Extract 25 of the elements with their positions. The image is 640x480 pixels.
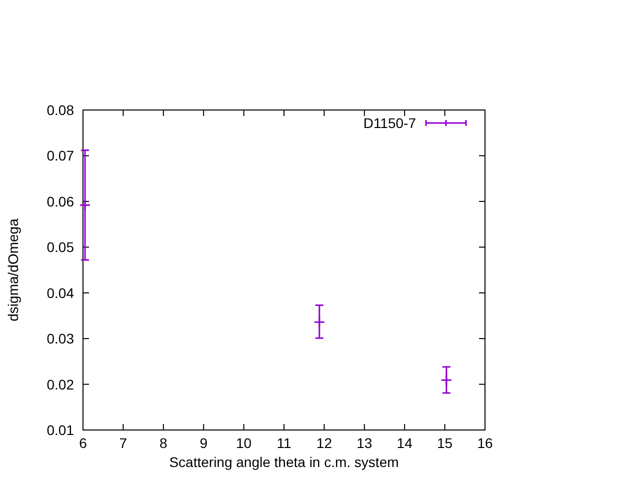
y-tick-label: 0.05 bbox=[46, 239, 74, 256]
x-tick-label: 9 bbox=[200, 435, 208, 451]
x-tick-label: 10 bbox=[236, 435, 252, 451]
x-tick-label: 11 bbox=[276, 435, 292, 451]
x-tick-label: 6 bbox=[79, 435, 88, 451]
x-tick-label: 13 bbox=[356, 435, 372, 451]
x-tick-label: 12 bbox=[316, 435, 332, 451]
y-axis-title: dsigma/dOmega bbox=[5, 218, 21, 322]
point bbox=[440, 374, 452, 386]
point bbox=[314, 316, 326, 328]
point bbox=[79, 199, 91, 211]
y-tick-label: 0.03 bbox=[46, 330, 74, 347]
x-axis-title: Scattering angle theta in c.m. system bbox=[169, 454, 399, 470]
y-tick-label: 0.02 bbox=[46, 376, 74, 392]
x-tick-label: 7 bbox=[119, 435, 128, 451]
x-tick-label: 15 bbox=[437, 435, 453, 451]
y-tick-label: 0.07 bbox=[46, 148, 74, 164]
x-tick-label: 8 bbox=[160, 435, 168, 451]
x-tick-label: 14 bbox=[396, 435, 413, 451]
x-tick-label: 16 bbox=[477, 435, 493, 451]
y-tick-label: 0.01 bbox=[46, 422, 74, 438]
y-tick-label: 0.06 bbox=[46, 193, 74, 210]
legend-label: D1150-7 bbox=[363, 115, 416, 131]
y-tick-label: 0.08 bbox=[46, 102, 74, 118]
y-tick-label: 0.04 bbox=[46, 284, 74, 301]
